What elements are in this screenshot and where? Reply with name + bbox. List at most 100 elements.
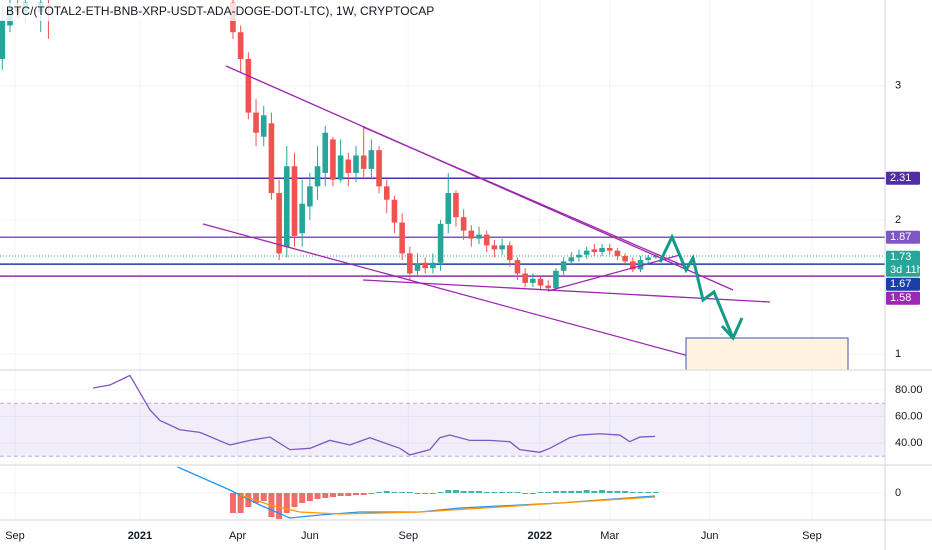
macd-histogram-bar (376, 492, 383, 493)
macd-histogram-bar (545, 492, 552, 493)
macd-histogram-bar (253, 493, 260, 503)
price-pane (0, 0, 885, 291)
candle-body (445, 193, 452, 224)
y-tick-label: 60.00 (895, 410, 923, 422)
macd-histogram-bar (329, 493, 336, 497)
macd-histogram-bar (629, 492, 636, 493)
macd-line (239, 494, 656, 515)
x-tick-label: Mar (600, 530, 619, 542)
x-tick-label: Sep (5, 530, 25, 542)
macd-histogram-bar (537, 492, 544, 493)
trend-line (362, 126, 685, 267)
candle-body (630, 261, 636, 270)
candle-body (0, 20, 6, 59)
y-tick-label: 1 (895, 348, 901, 360)
candle-body (407, 253, 413, 274)
macd-histogram-bar (406, 492, 413, 493)
candle-body (237, 32, 244, 59)
x-tick-label: Jun (301, 530, 319, 542)
y-tick-label: 40.00 (895, 437, 923, 449)
candle-body (437, 223, 444, 263)
candle-body (299, 203, 305, 234)
x-tick-label: Sep (398, 530, 418, 542)
macd-histogram-bar (499, 492, 506, 493)
candle-body (530, 278, 536, 283)
macd-histogram-bar (368, 493, 375, 494)
candle-body (353, 155, 359, 173)
candle-body (614, 250, 621, 257)
macd-histogram-bar (583, 490, 590, 493)
price-label-bg (886, 171, 920, 185)
macd-histogram-bar (237, 493, 244, 513)
macd-histogram-bar (468, 491, 475, 493)
candle-body (399, 222, 405, 254)
candle-body (560, 261, 567, 271)
candle-body (468, 230, 475, 239)
price-label: 1.87 (890, 231, 911, 243)
x-tick-label: 2022 (528, 530, 552, 542)
macd-histogram-bar (445, 490, 452, 493)
macd-histogram-bar (399, 492, 406, 493)
macd-histogram-bar (506, 492, 513, 493)
indicator-panes (0, 374, 885, 519)
y-tick-label: 3 (895, 80, 901, 92)
macd-histogram-bar (299, 493, 306, 503)
macd-histogram-bar (322, 493, 329, 498)
candle-body (599, 248, 605, 253)
macd-histogram-bar (606, 491, 613, 493)
arrow-head (720, 317, 744, 341)
macd-histogram-bar (614, 491, 621, 493)
macd-histogram-bar (429, 493, 436, 494)
price-label: 2.31 (890, 172, 911, 184)
candle-body (337, 155, 344, 180)
macd-histogram-bar (599, 490, 606, 493)
candle-body (430, 262, 436, 269)
candle-body (622, 256, 628, 262)
candle-body (645, 257, 651, 261)
candle-body (322, 132, 329, 173)
macd-histogram-bar (491, 492, 498, 493)
candle-body (606, 248, 613, 251)
macd-histogram-bar (360, 493, 367, 495)
macd-histogram-bar (652, 492, 659, 493)
chart-title: BTC/(TOTAL2-ETH-BNB-XRP-USDT-ADA-DOGE-DO… (6, 4, 434, 18)
macd-histogram-bar (622, 491, 629, 493)
macd-histogram-bar (422, 493, 429, 494)
candle-body (360, 155, 367, 169)
macd-histogram-bar (437, 492, 444, 493)
price-label-bg (886, 291, 920, 305)
macd-histogram-bar (276, 493, 283, 519)
candle-body (537, 278, 544, 286)
macd-histogram-bar (522, 493, 529, 494)
macd-histogram-bar (575, 491, 582, 493)
title-backdrop (0, 3, 340, 21)
macd-histogram-bar (637, 492, 644, 493)
price-label: 1.73 (890, 251, 911, 263)
x-tick-label: 2021 (128, 530, 152, 542)
candle-body (453, 193, 459, 218)
candle-body (368, 150, 375, 169)
y-tick-label: 2 (895, 214, 901, 226)
candle-body (483, 234, 490, 246)
candle-body (637, 260, 644, 270)
candle-body (276, 193, 282, 254)
price-label: 1.58 (890, 292, 911, 304)
rsi-line (92, 374, 656, 456)
candle-body (583, 250, 590, 255)
countdown-label: 3d 11h (890, 264, 923, 276)
macd-histogram-bar (314, 493, 321, 499)
candle-body (422, 262, 428, 269)
candle-body (506, 245, 513, 261)
macd-histogram-bar (529, 493, 536, 494)
price-axis: Sep 2021 Apr Jun Sep 2022 Mar Jun Sep 1 2 3 40.00 60.… (5, 80, 923, 542)
x-tick-label: Jun (701, 530, 719, 542)
candle-body (291, 166, 298, 236)
price-label-bg (886, 250, 920, 277)
macd-histogram-bar (283, 493, 290, 513)
candle-body (460, 217, 467, 231)
macd-histogram-bar (306, 493, 313, 501)
candle-body (545, 285, 552, 289)
macd-histogram-bar (514, 492, 521, 493)
candle-body (491, 245, 498, 250)
candle-body (576, 254, 582, 258)
